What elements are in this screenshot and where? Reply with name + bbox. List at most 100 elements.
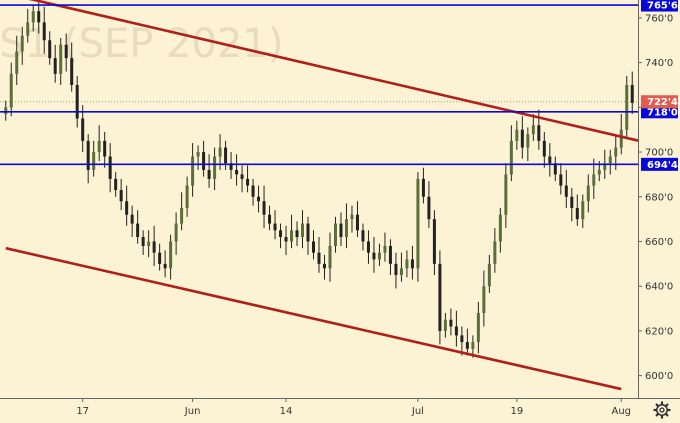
candle-body <box>399 268 403 276</box>
candle-body <box>449 319 453 327</box>
current-price-tag-bg <box>641 95 678 109</box>
candle-body <box>147 241 151 246</box>
candle-body <box>301 223 305 238</box>
candle-body <box>257 196 261 202</box>
candle-body <box>608 156 612 164</box>
candle-body <box>487 263 491 287</box>
candle-body <box>97 140 101 153</box>
candle-body <box>108 156 112 179</box>
candle-body <box>279 230 283 238</box>
candle-body <box>509 140 513 175</box>
candle-body <box>75 84 79 119</box>
candle-body <box>548 156 552 164</box>
candle-body <box>268 214 272 224</box>
x-tick-label: 14 <box>280 406 293 417</box>
candle-body <box>443 319 447 331</box>
candle-body <box>614 147 618 157</box>
y-tick-label: 760'0 <box>645 13 673 24</box>
gear-icon[interactable] <box>653 401 671 419</box>
candle-body <box>240 174 244 179</box>
candle-body <box>537 125 541 141</box>
candle-body <box>515 129 519 141</box>
candle-body <box>53 58 57 74</box>
level-price-tag-bg <box>641 0 678 12</box>
candle-body <box>460 335 464 343</box>
candle-body <box>438 263 442 331</box>
x-tick-label: Jun <box>184 406 201 417</box>
candle-body <box>180 207 184 224</box>
candle-body <box>218 147 222 157</box>
candle-body <box>586 185 590 202</box>
candle-body <box>597 169 601 175</box>
candle-body <box>37 11 41 23</box>
candle-body <box>553 163 557 175</box>
candle-body <box>377 252 381 260</box>
candle-body <box>531 125 535 135</box>
candle-body <box>15 51 19 74</box>
level-price-tag-bg <box>641 157 678 171</box>
candle-body <box>229 163 233 170</box>
candle-body <box>542 140 546 157</box>
candle-body <box>405 259 409 269</box>
candle-body <box>213 156 217 179</box>
candle-body <box>130 214 134 224</box>
candle-body <box>383 245 387 253</box>
candle-body <box>619 129 623 148</box>
candle-body <box>603 163 607 170</box>
level-price-tag: 694'4 <box>647 160 678 171</box>
candle-body <box>581 201 585 220</box>
candle-body <box>416 178 420 269</box>
candle-body <box>81 118 85 141</box>
candle-body <box>344 219 348 238</box>
candle-body <box>504 174 508 215</box>
candle-body <box>158 252 162 264</box>
y-tick-label: 700'0 <box>645 148 673 159</box>
candle-body <box>251 185 255 197</box>
candle-body <box>361 230 365 242</box>
candle-body <box>224 147 228 164</box>
trendline-2 <box>5 246 622 391</box>
candle-body <box>42 22 46 41</box>
candle-body <box>328 245 332 269</box>
x-tick-label: Jul <box>411 406 424 417</box>
candle-body <box>493 241 497 264</box>
candle-body <box>388 245 392 264</box>
candle-body <box>103 140 107 157</box>
candle-body <box>333 223 337 246</box>
trendline-1 <box>28 0 680 152</box>
candle-body <box>9 73 13 108</box>
candle-body <box>114 178 118 191</box>
candle-body <box>262 201 266 215</box>
candle-body <box>185 185 189 208</box>
y-tick-label: 600'0 <box>645 371 673 382</box>
candle-body <box>592 174 596 186</box>
candle-body <box>630 84 634 103</box>
time-axis: 17 Jun 14 Jul 19 Aug <box>76 398 631 417</box>
candle-body <box>31 11 35 23</box>
y-tick-label: 640'0 <box>645 282 673 293</box>
candle-body <box>295 230 299 238</box>
y-tick-label: 660'0 <box>645 237 673 248</box>
candle-body <box>86 140 90 170</box>
chart-watermark: ZS1 (SEP 2021) <box>0 21 283 67</box>
candle-body <box>432 219 436 264</box>
candle-body <box>163 263 167 269</box>
candle-body <box>322 263 326 269</box>
candle-body <box>476 313 480 343</box>
candle-body <box>421 178 425 197</box>
candle-body <box>625 84 629 130</box>
candle-body <box>564 185 568 197</box>
candle-body <box>92 152 96 170</box>
x-tick-label: 17 <box>76 406 89 417</box>
price-axis-bg <box>638 0 680 423</box>
candle-body <box>471 342 475 349</box>
candle-body <box>372 252 376 260</box>
candle-body <box>290 230 294 242</box>
candle-body <box>575 207 579 220</box>
candle-body <box>465 342 469 349</box>
candle-body <box>366 241 370 253</box>
candle-body <box>520 129 524 148</box>
candle-body <box>4 107 8 115</box>
current-price-tag: 722'4 <box>647 97 678 108</box>
